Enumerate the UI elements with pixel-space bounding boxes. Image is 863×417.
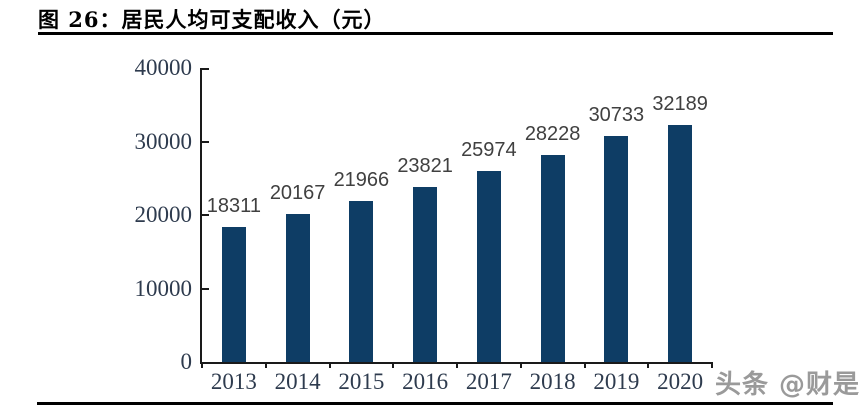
y-axis-tick-mark: [202, 214, 209, 216]
x-axis-tick-mark: [583, 362, 586, 368]
bar-value-label-2015: 21966: [333, 168, 390, 191]
plot-area: 0 10000 20000 30000 40000 18311 2013 20167 2014 2…: [135, 56, 713, 394]
y-axis-tick-label: 30000: [134, 128, 193, 154]
bar-value-label-2013: 18311: [206, 195, 261, 218]
bar-2020: [668, 125, 693, 362]
x-axis-tick-mark: [647, 362, 650, 368]
bar-2017: [476, 171, 501, 362]
bar-value-label-2014: 20167: [269, 181, 326, 204]
x-axis-tick-mark: [328, 362, 331, 368]
bar-value-label-2017: 25974: [461, 139, 517, 162]
bottom-divider-line: [37, 402, 833, 405]
bar-2014: [285, 213, 310, 362]
x-axis-label-2020: 2020: [657, 369, 704, 394]
bar-2013: [221, 227, 246, 362]
y-axis-tick-label: 20000: [134, 202, 193, 227]
y-axis-tick-mark: [202, 140, 209, 143]
x-axis-tick-mark: [392, 362, 395, 368]
bar-value-label-2018: 28228: [524, 122, 581, 145]
x-axis-tick-mark: [711, 362, 713, 368]
bar-value-label-2020: 32189: [652, 93, 708, 116]
bar-value-label-2016: 23821: [397, 154, 453, 177]
x-axis-tick-mark: [456, 362, 458, 368]
bar-2019: [604, 136, 629, 362]
x-axis-label-2014: 2014: [274, 369, 321, 394]
y-axis-tick-label: 10000: [134, 275, 193, 301]
bar-2015: [349, 200, 374, 362]
figure-title: 图 26：居民人均可支配收入（元）: [38, 7, 386, 32]
x-axis-label-2019: 2019: [593, 369, 640, 394]
y-axis-tick-label: 40000: [134, 55, 193, 80]
x-axis-tick-mark: [201, 362, 203, 368]
x-axis-label-2017: 2017: [465, 369, 512, 394]
y-axis-tick-label: 0: [180, 349, 193, 374]
bar-2016: [413, 186, 438, 362]
x-axis-label-2015: 2015: [338, 369, 385, 394]
toutiao-watermark: 头条 @财是: [714, 370, 860, 400]
x-axis-tick-mark: [264, 362, 267, 368]
title-divider-line: [38, 32, 833, 35]
bar-2018: [540, 154, 565, 362]
y-axis-tick-mark: [202, 68, 209, 70]
bar-value-label-2019: 30733: [588, 104, 645, 127]
x-axis-label-2013: 2013: [210, 369, 257, 394]
y-axis-tick-mark: [202, 287, 209, 290]
x-axis-label-2018: 2018: [529, 369, 576, 394]
x-axis-label-2016: 2016: [402, 369, 449, 394]
x-axis-tick-mark: [519, 362, 522, 368]
